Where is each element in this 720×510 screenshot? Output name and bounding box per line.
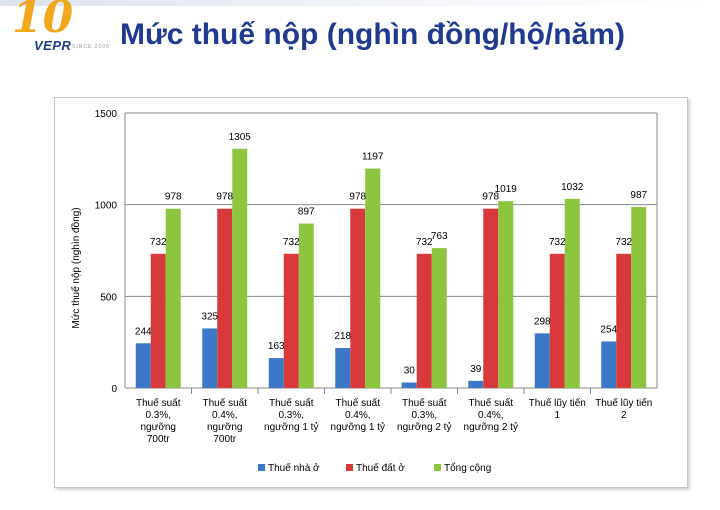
legend-swatch xyxy=(346,464,353,471)
bar-value-label: 244 xyxy=(135,326,152,337)
bar-value-label: 763 xyxy=(431,231,448,242)
logo-tagline: SINCE 2008 xyxy=(72,44,110,50)
bar xyxy=(165,208,181,388)
bar xyxy=(564,198,580,388)
chart-frame: Mức thuế nộp (nghìn đồng) 0 500 1000 1500 2… xyxy=(54,97,688,488)
legend-label: Tổng cộng xyxy=(444,462,491,474)
bar-value-label: 978 xyxy=(482,192,499,203)
logo-anniversary-number: 10 xyxy=(12,0,74,43)
bar xyxy=(135,343,151,388)
bar xyxy=(431,248,447,388)
bar xyxy=(202,328,218,388)
category-label: Thuế lũy tiến xyxy=(595,397,652,409)
category-label: ngưỡng xyxy=(141,422,177,433)
category-label: 0.3%, xyxy=(411,410,437,421)
bar xyxy=(601,341,617,388)
category-label: 0.4%, xyxy=(345,410,371,421)
bar-value-label: 298 xyxy=(534,316,551,327)
category-label: 700tr xyxy=(213,434,236,445)
category-label: Thuế suất xyxy=(269,397,314,409)
category-label: Thuế suất xyxy=(203,397,248,409)
bar xyxy=(335,348,351,388)
bar-value-label: 39 xyxy=(470,364,482,375)
bar-value-label: 897 xyxy=(298,207,315,218)
bar xyxy=(498,201,514,388)
bar-value-label: 30 xyxy=(404,366,416,377)
bar xyxy=(365,168,381,388)
bar xyxy=(468,380,484,388)
category-label: Thuế lũy tiến xyxy=(529,397,586,409)
vepr-logo: 10 VEPR SINCE 2008 xyxy=(8,0,118,64)
bar-value-label: 732 xyxy=(283,237,300,248)
chart-data-labels: 244 732 978 325 978 1305 163 732 897 218 978 1197 30… xyxy=(135,132,648,377)
bar-value-label: 218 xyxy=(334,331,351,342)
bar xyxy=(631,207,647,388)
category-label: ngưỡng 1 tỷ xyxy=(331,421,385,433)
bar xyxy=(483,208,499,388)
bar-value-label: 1305 xyxy=(229,132,252,143)
chart-bars xyxy=(135,148,647,388)
bar xyxy=(549,253,565,388)
bar xyxy=(283,253,299,388)
chart-legend: Thuế nhà ở Thuế đất ở Tổng cộng xyxy=(258,462,491,474)
slide-top-band xyxy=(0,0,720,6)
y-axis-label: Mức thuế nộp (nghìn đồng) xyxy=(70,207,82,328)
category-label: 0.3%, xyxy=(278,410,304,421)
category-label: 0.4%, xyxy=(478,410,504,421)
category-label: Thuế suất xyxy=(136,397,181,409)
bar-value-label: 1019 xyxy=(495,184,518,195)
category-label: Thuế suất xyxy=(402,397,447,409)
bar-chart: Mức thuế nộp (nghìn đồng) 0 500 1000 1500 2… xyxy=(70,109,658,474)
bar xyxy=(416,253,432,388)
bar xyxy=(150,253,166,388)
category-label: ngưỡng xyxy=(207,422,243,433)
bar-value-label: 987 xyxy=(630,190,647,201)
bar-value-label: 732 xyxy=(615,237,632,248)
category-label: 0.4%, xyxy=(212,410,238,421)
category-label: ngưỡng 1 tỷ xyxy=(264,421,318,433)
bar-value-label: 978 xyxy=(349,192,366,203)
bar-value-label: 732 xyxy=(150,237,167,248)
bar-value-label: 732 xyxy=(549,237,566,248)
bar xyxy=(268,358,284,388)
y-tick-label: 1500 xyxy=(95,109,118,120)
slide-title: Mức thuế nộp (nghìn đồng/hộ/năm) xyxy=(120,18,625,51)
bar-value-label: 1032 xyxy=(561,182,584,193)
category-label: ngưỡng 2 tỷ xyxy=(464,421,518,433)
y-tick-label: 0 xyxy=(111,384,117,395)
bar-value-label: 325 xyxy=(201,311,218,322)
bar-value-label: 978 xyxy=(165,192,182,203)
category-label: ngưỡng 2 tỷ xyxy=(397,421,451,433)
category-label: 0.3%, xyxy=(145,410,171,421)
y-tick-label: 500 xyxy=(100,292,117,303)
bar-value-label: 163 xyxy=(268,341,285,352)
legend-label: Thuế đất ở xyxy=(356,462,405,474)
bar-value-label: 1197 xyxy=(362,152,384,163)
bar xyxy=(217,208,233,388)
category-label: 1 xyxy=(554,410,560,421)
bar xyxy=(350,208,366,388)
bar xyxy=(298,223,314,388)
y-tick-label: 1000 xyxy=(95,201,118,212)
category-label: Thuế suất xyxy=(336,397,381,409)
bar-value-label: 978 xyxy=(216,192,233,203)
bar xyxy=(534,333,550,388)
legend-swatch xyxy=(258,464,265,471)
bar-value-label: 254 xyxy=(600,324,617,335)
bar-value-label: 732 xyxy=(416,237,433,248)
category-label: 700tr xyxy=(147,434,170,445)
category-label: Thuế suất xyxy=(469,397,514,409)
bar xyxy=(232,148,248,388)
legend-swatch xyxy=(434,464,441,471)
logo-name: VEPR xyxy=(34,38,72,53)
bar xyxy=(401,382,417,388)
category-label: 2 xyxy=(621,410,627,421)
bar xyxy=(616,253,632,388)
legend-label: Thuế nhà ở xyxy=(268,462,320,474)
